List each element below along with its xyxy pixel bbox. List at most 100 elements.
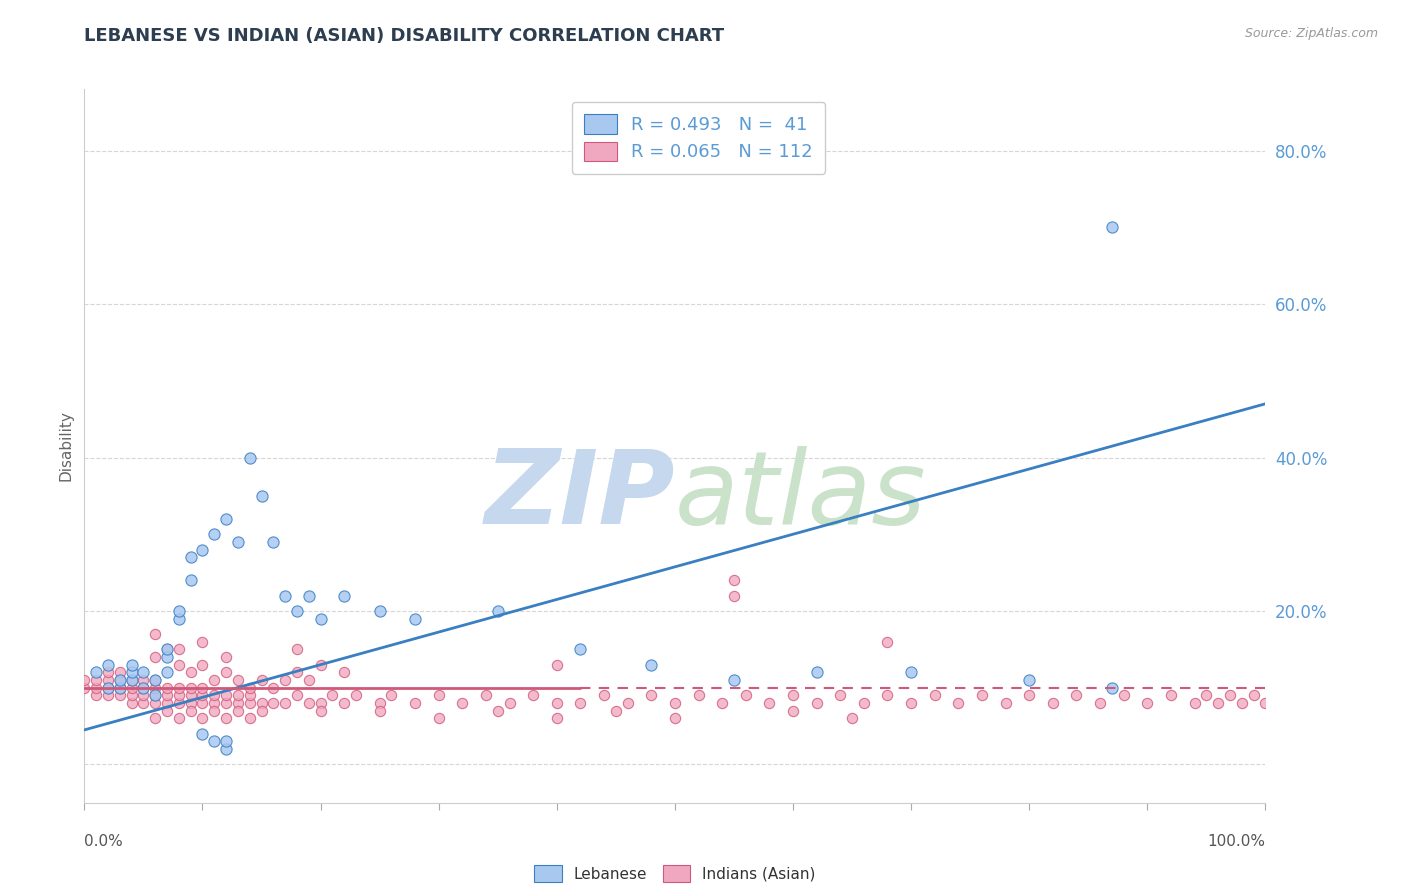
Point [309,657,332,672]
Point [121,665,143,680]
Point [1101,681,1123,695]
Point [616,696,638,710]
Point [546,696,568,710]
Point [215,650,238,665]
Legend: Lebanese, Indians (Asian): Lebanese, Indians (Asian) [529,859,821,888]
Point [156,665,179,680]
Point [180,681,202,695]
Point [546,711,568,725]
Point [806,665,828,680]
Text: ZIP: ZIP [484,445,675,547]
Point [143,627,166,641]
Point [250,704,273,718]
Point [333,665,356,680]
Point [202,696,225,710]
Point [1243,689,1265,703]
Point [202,734,225,748]
Point [180,665,202,680]
Point [215,665,238,680]
Point [368,696,391,710]
Point [108,673,131,687]
Point [73,681,96,695]
Point [167,657,190,672]
Point [191,727,214,741]
Point [97,689,120,703]
Point [262,696,284,710]
Point [298,696,321,710]
Text: 100.0%: 100.0% [1208,834,1265,849]
Point [1112,689,1135,703]
Point [191,542,214,557]
Point [404,696,426,710]
Point [226,535,249,549]
Point [167,696,190,710]
Point [191,689,214,703]
Point [202,673,225,687]
Point [132,681,155,695]
Point [285,604,308,618]
Point [274,673,297,687]
Point [1136,696,1159,710]
Point [167,711,190,725]
Point [84,673,107,687]
Text: LEBANESE VS INDIAN (ASIAN) DISABILITY CORRELATION CHART: LEBANESE VS INDIAN (ASIAN) DISABILITY CO… [84,27,724,45]
Point [167,642,190,657]
Point [132,665,155,680]
Point [782,689,804,703]
Text: 0.0%: 0.0% [84,834,124,849]
Point [143,673,166,687]
Point [84,665,107,680]
Point [1184,696,1206,710]
Text: Source: ZipAtlas.com: Source: ZipAtlas.com [1244,27,1378,40]
Point [274,696,297,710]
Point [782,704,804,718]
Point [239,689,262,703]
Point [605,704,627,718]
Point [156,650,179,665]
Point [143,673,166,687]
Point [1088,696,1111,710]
Point [108,689,131,703]
Point [167,604,190,618]
Point [156,696,179,710]
Point [143,689,166,703]
Point [156,642,179,657]
Point [202,704,225,718]
Point [226,689,249,703]
Point [239,450,262,465]
Point [84,689,107,703]
Point [108,681,131,695]
Point [143,681,166,695]
Point [841,711,863,725]
Point [593,689,616,703]
Point [97,657,120,672]
Point [1018,689,1040,703]
Point [167,681,190,695]
Point [321,689,343,703]
Point [640,657,662,672]
Point [156,704,179,718]
Point [688,689,710,703]
Point [156,642,179,657]
Point [664,711,686,725]
Point [970,689,993,703]
Point [333,696,356,710]
Point [215,734,238,748]
Point [380,689,402,703]
Point [994,696,1017,710]
Point [121,689,143,703]
Point [309,612,332,626]
Point [202,689,225,703]
Point [948,696,970,710]
Y-axis label: Disability: Disability [58,410,73,482]
Point [215,696,238,710]
Point [852,696,875,710]
Point [900,665,922,680]
Point [143,711,166,725]
Point [132,673,155,687]
Point [121,673,143,687]
Point [569,642,592,657]
Point [1066,689,1088,703]
Point [121,681,143,695]
Point [84,681,107,695]
